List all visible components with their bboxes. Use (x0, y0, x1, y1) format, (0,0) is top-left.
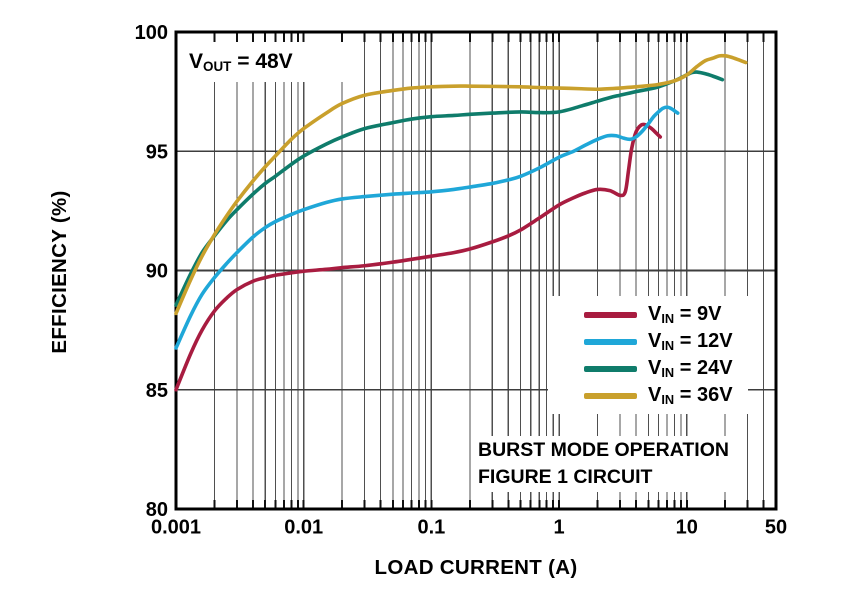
x-tick-0.001: 0.001 (151, 517, 201, 539)
y-tick-85: 85 (146, 380, 168, 402)
y-tick-labels: 100 95 90 85 80 (135, 22, 168, 521)
legend-label-vin-36v: VIN = 36V (648, 384, 733, 407)
x-tick-labels: 0.001 0.01 0.1 1 10 50 (151, 517, 787, 539)
legend-swatch-vin-24v (584, 365, 637, 372)
x-tick-0.01: 0.01 (284, 517, 323, 539)
note-line-1: BURST MODE OPERATION (478, 439, 729, 461)
x-tick-10: 10 (676, 517, 698, 539)
curve-vin-12v (174, 105, 680, 350)
vout-annotation-pre: V (189, 50, 204, 73)
y-tick-95: 95 (146, 141, 168, 163)
y-tick-100: 100 (135, 22, 168, 44)
curve-vin-9v (174, 122, 663, 392)
legend-label-vin-9v: VIN = 9V (648, 303, 722, 326)
plot-border (174, 30, 778, 511)
vout-annotation-sub: OUT (203, 58, 232, 74)
legend: VIN = 9V VIN = 12V VIN = 24V VIN = 36V (548, 296, 748, 414)
legend-item-vin-24v: VIN = 24V (548, 355, 748, 382)
legend-label-vin-12v: VIN = 12V (648, 330, 733, 353)
vout-annotation-post: = 48V (231, 50, 293, 73)
legend-swatch-vin-9v (584, 311, 637, 318)
y-tick-80: 80 (146, 499, 168, 521)
y-axis-title: EFFICIENCY (%) (48, 190, 71, 354)
legend-item-vin-36v: VIN = 36V (548, 382, 748, 409)
y-tick-90: 90 (146, 261, 168, 283)
x-axis-title: LOAD CURRENT (A) (374, 556, 578, 579)
legend-item-vin-9v: VIN = 9V (548, 301, 748, 328)
legend-swatch-vin-12v (584, 338, 637, 345)
x-tick-50: 50 (765, 517, 787, 539)
curves (174, 53, 748, 392)
x-tick-1: 1 (554, 517, 565, 539)
axis-ticks (213, 33, 765, 508)
legend-swatch-vin-36v (584, 392, 637, 399)
curve-vin-36v (174, 53, 748, 316)
x-tick-0.1: 0.1 (417, 517, 445, 539)
chart-note: BURST MODE OPERATION FIGURE 1 CIRCUIT (478, 436, 744, 492)
vout-annotation: VOUT = 48V (179, 42, 352, 82)
legend-label-vin-24v: VIN = 24V (648, 357, 733, 380)
legend-item-vin-12v: VIN = 12V (548, 328, 748, 355)
note-line-2: FIGURE 1 CIRCUIT (478, 466, 653, 488)
